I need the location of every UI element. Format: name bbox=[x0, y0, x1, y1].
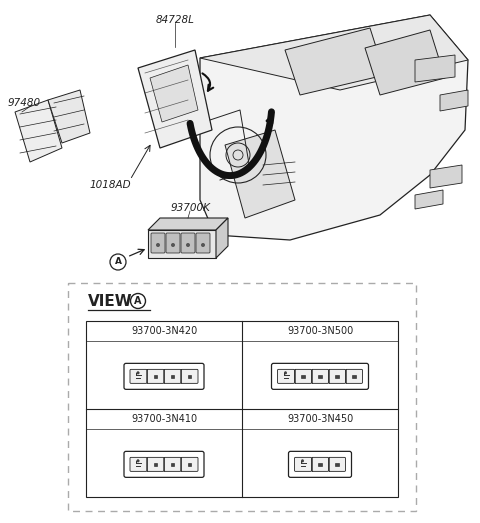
Bar bbox=[188, 463, 191, 466]
Text: 93700-3N410: 93700-3N410 bbox=[131, 414, 197, 424]
Circle shape bbox=[137, 372, 139, 374]
Bar bbox=[335, 374, 339, 378]
FancyBboxPatch shape bbox=[295, 369, 312, 383]
Bar bbox=[188, 374, 191, 378]
FancyBboxPatch shape bbox=[295, 457, 312, 471]
FancyBboxPatch shape bbox=[312, 369, 328, 383]
Polygon shape bbox=[200, 15, 468, 90]
FancyBboxPatch shape bbox=[346, 369, 362, 383]
Bar bbox=[154, 463, 157, 466]
Bar bbox=[86, 321, 398, 497]
Polygon shape bbox=[365, 30, 445, 95]
FancyBboxPatch shape bbox=[124, 363, 204, 389]
FancyBboxPatch shape bbox=[328, 369, 346, 383]
Bar bbox=[318, 463, 322, 466]
Polygon shape bbox=[200, 15, 468, 240]
Circle shape bbox=[301, 460, 304, 462]
FancyBboxPatch shape bbox=[196, 233, 210, 253]
Text: 93700-3N500: 93700-3N500 bbox=[287, 326, 353, 336]
Text: 97480: 97480 bbox=[8, 98, 41, 108]
Polygon shape bbox=[48, 90, 90, 143]
FancyBboxPatch shape bbox=[130, 369, 147, 383]
Polygon shape bbox=[440, 90, 468, 111]
Text: VIEW: VIEW bbox=[88, 293, 132, 309]
Polygon shape bbox=[150, 65, 198, 122]
FancyBboxPatch shape bbox=[130, 457, 147, 471]
FancyBboxPatch shape bbox=[277, 369, 295, 383]
FancyBboxPatch shape bbox=[288, 451, 351, 477]
Circle shape bbox=[186, 243, 190, 247]
Polygon shape bbox=[415, 190, 443, 209]
Bar bbox=[318, 374, 322, 378]
Text: 93700K: 93700K bbox=[170, 203, 210, 213]
Polygon shape bbox=[225, 130, 295, 218]
Text: A: A bbox=[115, 257, 121, 267]
FancyBboxPatch shape bbox=[147, 457, 164, 471]
FancyBboxPatch shape bbox=[328, 457, 346, 471]
Text: A: A bbox=[134, 296, 142, 306]
Circle shape bbox=[137, 460, 139, 462]
Bar bbox=[171, 463, 174, 466]
FancyBboxPatch shape bbox=[272, 363, 369, 389]
Polygon shape bbox=[285, 28, 385, 95]
Polygon shape bbox=[15, 100, 62, 162]
FancyBboxPatch shape bbox=[312, 457, 328, 471]
Text: 93700-3N450: 93700-3N450 bbox=[287, 414, 353, 424]
Polygon shape bbox=[148, 230, 216, 258]
Text: 93700-3N420: 93700-3N420 bbox=[131, 326, 197, 336]
Bar bbox=[301, 374, 305, 378]
FancyBboxPatch shape bbox=[124, 451, 204, 477]
FancyBboxPatch shape bbox=[164, 457, 181, 471]
Polygon shape bbox=[138, 50, 212, 148]
Circle shape bbox=[284, 372, 287, 374]
Polygon shape bbox=[415, 55, 455, 82]
Bar bbox=[335, 463, 339, 466]
FancyBboxPatch shape bbox=[181, 457, 198, 471]
Bar bbox=[171, 374, 174, 378]
FancyBboxPatch shape bbox=[181, 233, 195, 253]
Text: 84728L: 84728L bbox=[156, 15, 194, 25]
Polygon shape bbox=[430, 165, 462, 188]
Circle shape bbox=[156, 243, 160, 247]
Bar bbox=[154, 374, 157, 378]
Polygon shape bbox=[148, 218, 228, 230]
FancyBboxPatch shape bbox=[164, 369, 181, 383]
Circle shape bbox=[171, 243, 175, 247]
FancyBboxPatch shape bbox=[151, 233, 165, 253]
Bar bbox=[352, 374, 356, 378]
Text: 1018AD: 1018AD bbox=[89, 180, 131, 190]
Polygon shape bbox=[216, 218, 228, 258]
FancyBboxPatch shape bbox=[166, 233, 180, 253]
FancyBboxPatch shape bbox=[181, 369, 198, 383]
Bar bbox=[68, 283, 416, 511]
FancyBboxPatch shape bbox=[147, 369, 164, 383]
Circle shape bbox=[201, 243, 205, 247]
